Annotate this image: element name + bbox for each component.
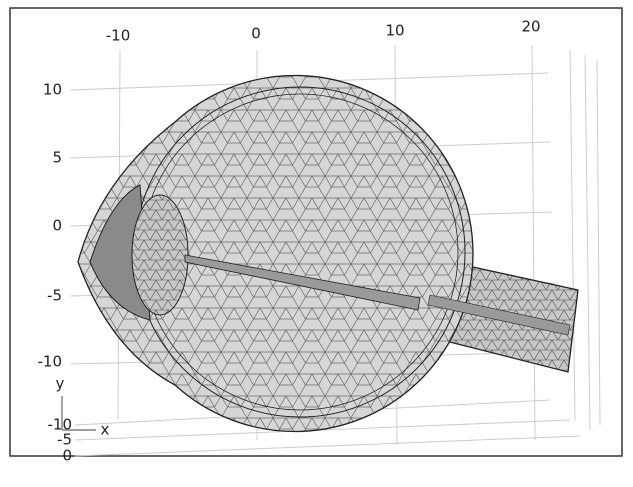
y-tick-label: 10 <box>43 81 62 99</box>
triad-label: x <box>101 421 110 439</box>
y-tick-label: 5 <box>52 149 62 167</box>
y-tick-label: -5 <box>47 287 62 305</box>
x-tick-label: 20 <box>521 18 540 36</box>
z-tick-label: 0 <box>62 447 72 465</box>
x-tick-label: -10 <box>106 27 131 45</box>
viewport: -10 0 10 20 10 5 0 -5 -10 -10 -5 0 y x <box>0 0 633 483</box>
y-tick-label: 0 <box>52 217 62 235</box>
triad-label: y <box>56 375 65 393</box>
x-tick-label: 0 <box>251 25 261 43</box>
y-tick-label: -10 <box>38 353 63 371</box>
x-tick-label: 10 <box>385 22 404 40</box>
